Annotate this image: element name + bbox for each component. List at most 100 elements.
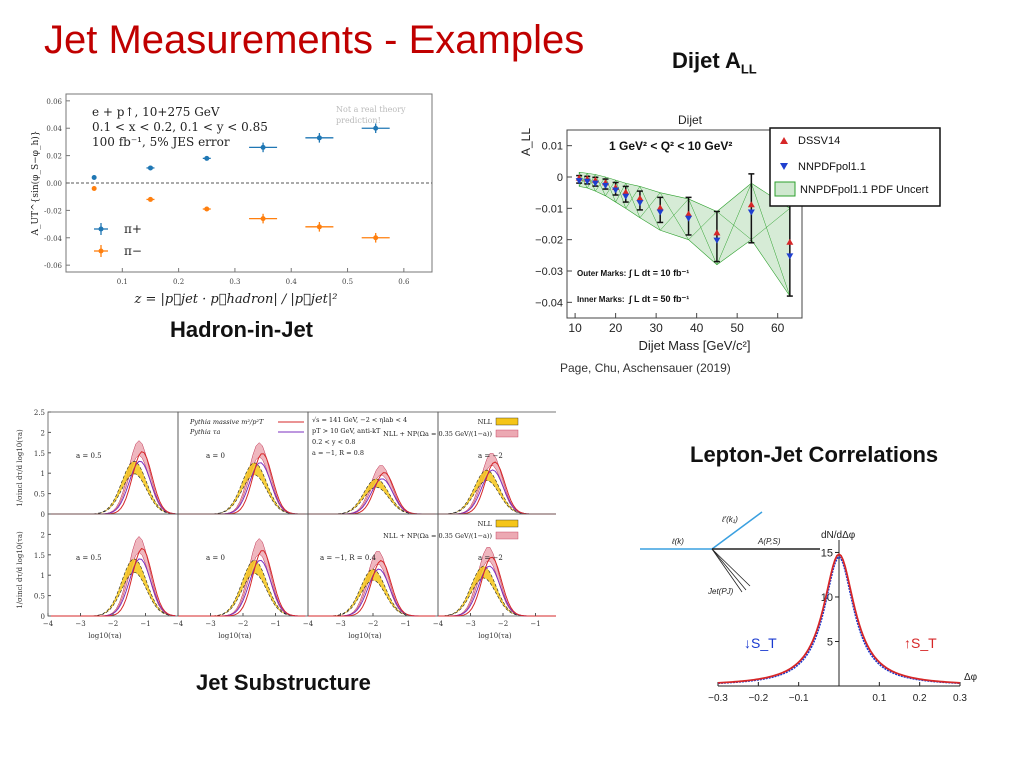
x-axis-label: log10(τa) [348, 632, 382, 640]
y-tick-label: 15 [821, 547, 833, 559]
legend-nll-lower-swatch [495, 519, 519, 528]
subpanel-label: a = 0 [206, 554, 225, 562]
x-axis-label: log10(τa) [478, 632, 512, 640]
band-hatch [688, 211, 718, 240]
dssv14-point [747, 201, 755, 208]
x-tick-label: −3 [465, 620, 475, 628]
y-tick-label: −0.02 [535, 235, 563, 247]
nnpdf-point [612, 187, 620, 194]
nnpdf-point [786, 253, 794, 260]
band-hatch [615, 180, 626, 209]
legend-label-pi-plus: π+ [124, 222, 142, 236]
hadron-in-jet-chart: 0.06 0.04 0.02 0.00 -0.02 -0.04 -0.06 0.1 0.2 0.3… [8, 86, 448, 308]
x-tick-label: −4 [433, 620, 444, 628]
nnpdf-point [685, 215, 693, 222]
dssv14-point [685, 210, 693, 217]
y-tick-label: 0 [41, 511, 45, 519]
x-tick-label: 0.1 [872, 693, 886, 704]
outgoing-lepton-line [711, 511, 763, 550]
x-axis-label: Δφ [964, 672, 978, 683]
band-hatch [605, 176, 616, 203]
nnpdf-point [656, 209, 664, 216]
legend-marker-dssv14 [780, 137, 788, 144]
dssv14-point [636, 194, 644, 201]
data-point [91, 185, 97, 191]
panel-bg [640, 506, 980, 712]
np-band [437, 547, 556, 617]
legend-pythia-tau: Pythia τa [189, 428, 220, 436]
legend-nll-upper-np-swatch [495, 429, 519, 438]
pythia-massive-curve [308, 559, 436, 617]
y-tick-label: 0.01 [542, 141, 563, 153]
nnpdf-point [601, 182, 609, 189]
y-axis-label: dN/dΔφ [821, 530, 856, 541]
y-tick-label: 0.06 [46, 98, 62, 106]
band-hatch [751, 208, 791, 240]
nll-band [178, 462, 306, 515]
faint-note: Not a real theory [336, 105, 406, 114]
legend-box [769, 127, 941, 207]
distribution-curve [717, 553, 961, 684]
x-tick-label: −2 [108, 620, 118, 628]
nll-band [307, 478, 436, 515]
inner-marks-label: Inner Marks: [577, 295, 625, 304]
nnpdf-point [622, 193, 630, 200]
slide-title: Jet Measurements - Examples [44, 18, 585, 62]
y-axis-label: A_UT^{sin(φ_S−φ_h)} [30, 130, 41, 236]
panel-bg [8, 86, 448, 308]
legend-label-st-down: ↓S_T [744, 635, 777, 651]
x-tick-label: −0.3 [708, 693, 728, 704]
diagram-label-l: ℓ(k) [671, 537, 684, 546]
faint-note: prediction! [336, 116, 381, 125]
dijet-caption: Dijet ALL [672, 48, 757, 76]
annotation-line: 100 fb⁻¹, 5% JES error [92, 135, 230, 149]
legend-label-nnpdf: NNPDFpol1.1 [798, 161, 866, 173]
legend-label-dssv14: DSSV14 [798, 135, 840, 147]
data-point [260, 144, 266, 150]
band-hatch [625, 186, 641, 209]
x-tick-label: −2 [368, 620, 378, 628]
x-tick-label: 0.2 [913, 693, 927, 704]
legend-marker-band [774, 181, 796, 197]
band-hatch [625, 183, 641, 218]
y-tick-label: -0.04 [44, 235, 62, 243]
x-tick-label: 0.4 [286, 278, 298, 286]
band-hatch [716, 211, 752, 240]
inner-marks-value: ∫ L dt = 50 fb⁻¹ [628, 294, 689, 304]
dssv14-point [713, 229, 721, 236]
x-tick-label: −1 [530, 620, 540, 628]
y-tick-label: 0.5 [34, 491, 45, 499]
jet-line [711, 548, 743, 593]
outer-marks-label: Outer Marks: [577, 269, 626, 278]
subpanel-label: a = −2 [478, 452, 503, 460]
x-tick-label: −4 [43, 620, 54, 628]
y-tick-label: 1 [41, 470, 45, 478]
x-tick-label: 0.5 [342, 278, 353, 286]
panel-bg [8, 408, 556, 644]
x-tick-label: 0.6 [398, 278, 410, 286]
y-axis-label: A_LL [519, 128, 533, 156]
legend-label-band: NNPDFpol1.1 PDF Uncert [800, 184, 928, 196]
data-point [373, 235, 379, 241]
nnpdf-point [575, 178, 583, 185]
legend-nll-upper: NLL [478, 418, 493, 426]
x-tick-label: −3 [335, 620, 345, 628]
legend-nll-upper-swatch [495, 417, 519, 426]
subpanel-label: a = 0 [206, 452, 225, 460]
y-tick-label: 1 [41, 572, 45, 580]
y-tick-label: 2 [41, 531, 45, 539]
y-tick-label: 0 [557, 172, 563, 184]
nnpdf-point [747, 209, 755, 216]
nnpdf-point [583, 178, 591, 185]
outer-marks-value: ∫ L dt = 10 fb⁻¹ [628, 268, 689, 278]
lepton-jet-chart: ℓ(k) ℓ′(k₁) A(P,S) Jet(PJ) −0.3 −0.2 −0.1 0.1 0.… [640, 506, 980, 712]
y-tick-label: 0.02 [46, 153, 62, 161]
plot-frame [566, 129, 803, 319]
subpanel-label: a = 0.5 [76, 452, 102, 460]
y-tick-label: 0 [41, 613, 45, 621]
data-point [147, 165, 153, 171]
y-tick-label: 0.04 [46, 125, 62, 133]
x-tick-label: −1 [270, 620, 280, 628]
legend-label-st-up: ↑S_T [904, 635, 937, 651]
kinematics-line: a = −1, R = 0.8 [312, 449, 364, 457]
